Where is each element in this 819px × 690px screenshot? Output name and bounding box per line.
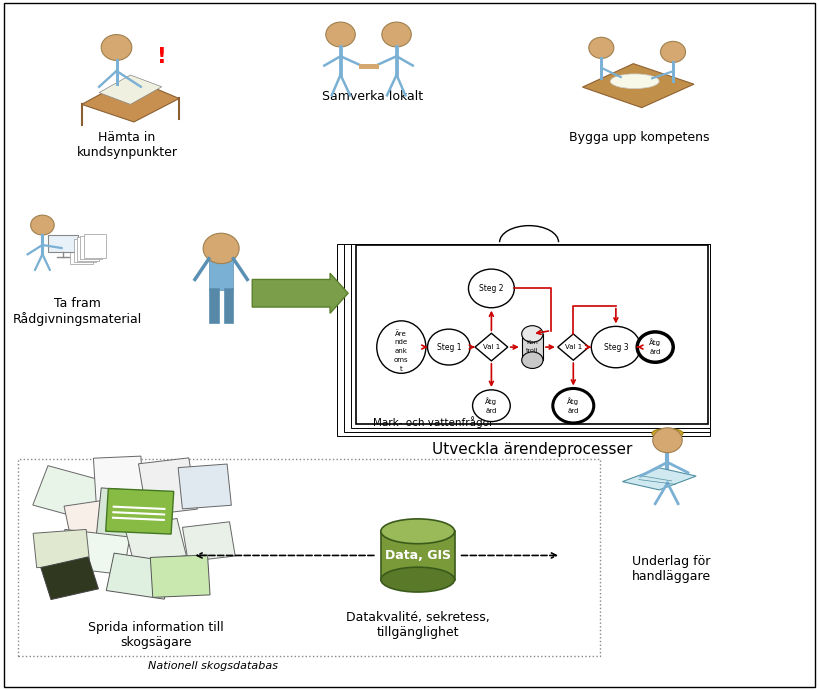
FancyBboxPatch shape [124, 518, 187, 565]
Ellipse shape [381, 519, 455, 544]
FancyBboxPatch shape [18, 459, 600, 656]
Text: Samverka lokalt: Samverka lokalt [322, 90, 423, 103]
Text: Datakvalité, sekretess,
tillgänglighet: Datakvalité, sekretess, tillgänglighet [346, 611, 490, 639]
FancyBboxPatch shape [80, 236, 102, 259]
FancyBboxPatch shape [522, 334, 543, 360]
FancyBboxPatch shape [93, 456, 144, 510]
FancyBboxPatch shape [74, 239, 96, 262]
Text: t: t [400, 366, 403, 372]
Circle shape [653, 428, 682, 453]
FancyBboxPatch shape [381, 531, 455, 580]
FancyBboxPatch shape [33, 529, 90, 568]
FancyBboxPatch shape [77, 237, 99, 261]
Text: Sprida information till
skogsägare: Sprida information till skogsägare [88, 621, 224, 649]
Text: Steg 1: Steg 1 [437, 342, 461, 352]
FancyBboxPatch shape [183, 522, 235, 562]
Text: !: ! [157, 48, 166, 68]
Text: Data, GIS: Data, GIS [385, 549, 450, 562]
Text: Steg 2: Steg 2 [479, 284, 504, 293]
Text: nde: nde [395, 339, 408, 345]
Text: Skogsdiken: Skogsdiken [645, 261, 700, 270]
Text: Äre: Äre [396, 330, 407, 337]
Text: Åtg: Åtg [649, 338, 661, 346]
Polygon shape [99, 75, 162, 104]
Text: oms: oms [394, 357, 409, 363]
Text: Underlag för
handläggare: Underlag för handläggare [632, 555, 711, 584]
Circle shape [326, 22, 355, 47]
Text: ank: ank [395, 348, 408, 354]
Circle shape [591, 326, 640, 368]
Ellipse shape [377, 321, 426, 373]
FancyBboxPatch shape [356, 245, 708, 424]
FancyBboxPatch shape [41, 557, 98, 600]
Circle shape [30, 215, 54, 235]
Text: ärd: ärd [649, 349, 661, 355]
Ellipse shape [610, 74, 659, 88]
Polygon shape [82, 78, 179, 122]
Text: Kon: Kon [527, 339, 538, 345]
Polygon shape [475, 333, 508, 361]
Text: Mark- och vattenfrågor: Mark- och vattenfrågor [373, 416, 493, 428]
FancyBboxPatch shape [48, 235, 78, 253]
Polygon shape [622, 468, 696, 490]
FancyBboxPatch shape [106, 553, 172, 599]
Text: Steg 3: Steg 3 [604, 342, 628, 352]
Text: Utveckla ärendeprocesser: Utveckla ärendeprocesser [432, 442, 632, 457]
Text: Bygga upp kompetens: Bygga upp kompetens [568, 131, 709, 144]
FancyBboxPatch shape [70, 240, 93, 264]
FancyBboxPatch shape [106, 489, 174, 534]
Text: troll: troll [526, 348, 539, 353]
Text: Val 1: Val 1 [564, 344, 582, 350]
Text: Nationell skogsdatabas: Nationell skogsdatabas [148, 661, 278, 671]
Circle shape [468, 269, 514, 308]
Circle shape [553, 388, 594, 423]
Text: Forn- och kulturlämningar: Forn- och kulturlämningar [573, 271, 700, 281]
FancyBboxPatch shape [209, 288, 219, 323]
Circle shape [660, 41, 686, 63]
Circle shape [102, 34, 132, 61]
Polygon shape [558, 334, 589, 360]
Text: ärd: ärd [568, 408, 579, 413]
Circle shape [473, 390, 510, 422]
Text: Vattenskyddsområden: Vattenskyddsområden [591, 250, 700, 262]
FancyBboxPatch shape [96, 488, 158, 547]
FancyBboxPatch shape [344, 244, 710, 432]
FancyBboxPatch shape [178, 464, 232, 509]
Text: Ta fram
Rådgivningsmaterial: Ta fram Rådgivningsmaterial [13, 297, 143, 326]
Ellipse shape [522, 352, 543, 368]
Polygon shape [582, 63, 694, 108]
Text: ärd: ärd [486, 408, 497, 413]
FancyBboxPatch shape [351, 244, 710, 428]
Text: Hämta in
kundsynpunkter: Hämta in kundsynpunkter [76, 131, 178, 159]
FancyBboxPatch shape [209, 252, 233, 290]
FancyBboxPatch shape [64, 498, 124, 544]
Circle shape [382, 22, 411, 47]
FancyBboxPatch shape [224, 288, 233, 323]
FancyArrow shape [252, 273, 348, 313]
Text: Åtg: Åtg [568, 397, 579, 405]
FancyBboxPatch shape [151, 555, 210, 598]
Text: Åtg: Åtg [486, 397, 497, 405]
Circle shape [203, 233, 239, 264]
Circle shape [428, 329, 470, 365]
Ellipse shape [381, 567, 455, 592]
FancyBboxPatch shape [84, 235, 106, 258]
FancyBboxPatch shape [337, 244, 710, 436]
Ellipse shape [522, 326, 543, 342]
FancyBboxPatch shape [33, 466, 106, 521]
Text: Val 1: Val 1 [482, 344, 500, 350]
Circle shape [589, 37, 614, 59]
Ellipse shape [652, 428, 683, 438]
FancyBboxPatch shape [138, 458, 197, 515]
Circle shape [637, 332, 673, 362]
FancyBboxPatch shape [59, 529, 129, 575]
